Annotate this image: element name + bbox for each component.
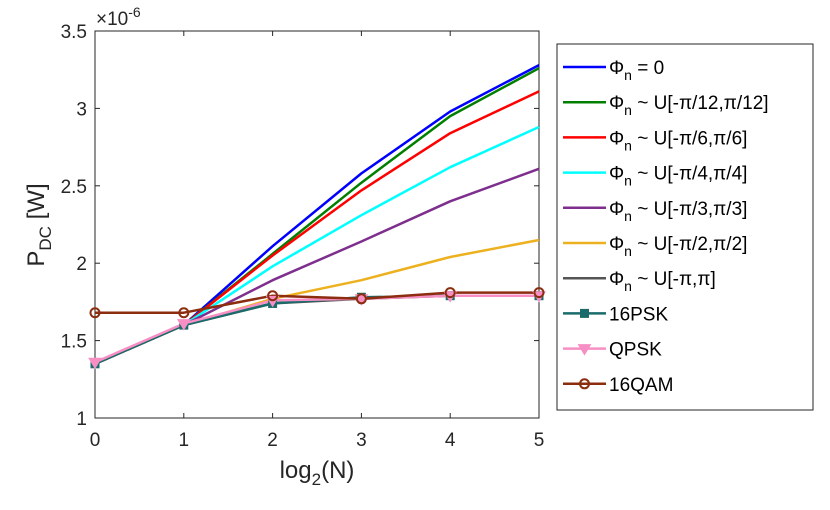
x-tick-label: 3: [356, 430, 367, 451]
y-tick-label: 1.5: [61, 332, 87, 353]
data-point-9-2: [267, 290, 279, 302]
series-lines: [94, 63, 540, 365]
legend-label-7: 16PSK: [609, 304, 668, 325]
data-point-9-3: [355, 293, 367, 305]
y-tick-label: 2.5: [61, 177, 87, 198]
tick-group: 0 1 2 3 4 511.522.533.5: [61, 22, 545, 451]
series-markers: [88, 287, 546, 370]
x-axis-label: log2(N): [280, 457, 355, 489]
y-tick-label: 3.5: [61, 22, 87, 43]
legend-label-6: Φn ~ U[-π,π]: [609, 269, 716, 294]
y-tick-label: 2: [76, 254, 87, 275]
x-tick-label: 4: [445, 430, 456, 451]
legend-label-2: Φn ~ U[-π/6,π/6]: [609, 128, 747, 153]
legend-marker-9: [579, 378, 590, 390]
data-point-8-1: [176, 319, 191, 331]
legend-label-0: Φn = 0: [609, 58, 664, 83]
legend-label-5: Φn ~ U[-π/2,π/2]: [609, 234, 747, 259]
series-line-9: [95, 291, 539, 314]
data-point-8-0: [88, 357, 102, 370]
data-point-9-1: [178, 307, 190, 319]
y-tick-label: 1: [76, 409, 87, 430]
legend-label-3: Φn ~ U[-π/4,π/4]: [609, 164, 747, 189]
legend-marker-7: [580, 308, 589, 318]
x-tick-label: 2: [267, 430, 278, 451]
data-point-9-4: [444, 287, 456, 299]
data-point-9-0: [89, 307, 101, 319]
series-line-8: [94, 294, 539, 364]
legend-marker-8: [577, 344, 592, 356]
legend: Φn = 0 Φn ~ U[-π/12,π/12] Φn ~ U[-π/6,π/6]…: [563, 58, 769, 396]
legend-label-1: Φn ~ U[-π/12,π/12]: [609, 93, 769, 118]
y-exponent-label: ×10-6: [96, 4, 141, 30]
x-tick-label: 0: [90, 430, 101, 451]
y-axis-label: PDC [W]: [23, 183, 55, 266]
x-tick-label: 1: [179, 430, 190, 451]
x-tick-label: 5: [534, 430, 545, 451]
data-point-9-5: [533, 287, 545, 299]
legend-label-9: 16QAM: [609, 375, 673, 396]
y-tick-label: 3: [76, 99, 87, 120]
legend-label-8: QPSK: [609, 340, 662, 361]
legend-label-4: Φn ~ U[-π/3,π/3]: [609, 199, 747, 224]
plot-area: [94, 30, 540, 419]
